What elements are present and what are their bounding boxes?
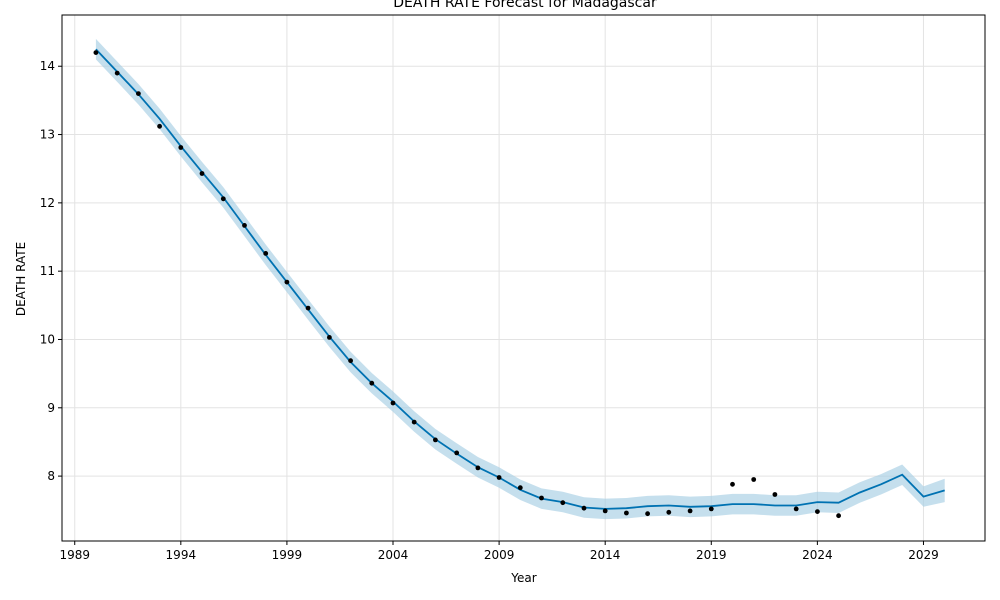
observed-point bbox=[708, 506, 714, 512]
y-tick-label: 11 bbox=[40, 264, 55, 278]
x-tick-label: 2004 bbox=[378, 548, 409, 562]
observed-point bbox=[666, 509, 672, 515]
observed-point bbox=[496, 475, 502, 480]
observed-points-layer bbox=[93, 50, 841, 519]
y-tick-label: 13 bbox=[40, 128, 55, 142]
y-tick-label: 10 bbox=[40, 332, 55, 346]
x-tick-label: 1989 bbox=[59, 548, 90, 562]
observed-point bbox=[305, 305, 311, 311]
observed-point bbox=[327, 335, 332, 340]
observed-point bbox=[348, 358, 353, 364]
observed-point bbox=[114, 70, 120, 76]
observed-point bbox=[751, 477, 757, 482]
observed-point bbox=[178, 145, 184, 150]
x-tick-label: 2029 bbox=[908, 548, 939, 562]
observed-point bbox=[284, 279, 290, 285]
y-axis-ticks: 8 9 10 11 12 13 14 bbox=[40, 59, 62, 483]
x-tick-label: 2014 bbox=[590, 548, 621, 562]
gridlines bbox=[62, 15, 985, 541]
observed-point bbox=[369, 380, 375, 386]
observed-point bbox=[815, 509, 820, 514]
observed-point bbox=[772, 492, 778, 497]
observed-point bbox=[411, 419, 417, 425]
observed-point bbox=[242, 223, 247, 228]
observed-point bbox=[730, 481, 735, 487]
observed-point bbox=[93, 50, 99, 55]
plot-frame bbox=[61, 14, 986, 542]
observed-point bbox=[157, 123, 163, 129]
observed-point bbox=[539, 495, 544, 501]
observed-point bbox=[136, 91, 141, 96]
x-axis-label: Year bbox=[510, 571, 536, 585]
observed-point bbox=[645, 511, 650, 517]
x-tick-label: 2024 bbox=[802, 548, 833, 562]
y-tick-label: 12 bbox=[40, 196, 55, 210]
x-axis-ticks: 1989 1994 1999 2004 2009 2014 2019 2024 2029 bbox=[59, 541, 939, 562]
observed-point bbox=[687, 508, 693, 514]
observed-point bbox=[581, 505, 587, 511]
observed-point bbox=[433, 437, 438, 443]
x-tick-label: 2019 bbox=[696, 548, 727, 562]
observed-point bbox=[390, 400, 396, 406]
observed-point bbox=[517, 485, 523, 491]
y-tick-label: 14 bbox=[40, 59, 55, 73]
chart-title: DEATH RATE Forecast for Madagascar bbox=[393, 0, 657, 11]
observed-point bbox=[602, 508, 608, 514]
observed-point bbox=[454, 450, 460, 456]
x-tick-label: 1999 bbox=[272, 548, 303, 562]
observed-point bbox=[560, 500, 566, 506]
observed-point bbox=[199, 171, 205, 176]
observed-point bbox=[793, 506, 799, 512]
observed-point bbox=[220, 196, 226, 202]
observed-point bbox=[475, 465, 481, 471]
y-axis-label: DEATH RATE bbox=[14, 242, 28, 316]
y-tick-label: 9 bbox=[47, 401, 55, 415]
x-tick-label: 2009 bbox=[484, 548, 515, 562]
observed-point bbox=[624, 510, 629, 516]
observed-point bbox=[263, 251, 269, 256]
observed-point bbox=[836, 513, 841, 519]
y-tick-label: 8 bbox=[47, 469, 55, 483]
x-tick-label: 1994 bbox=[166, 548, 197, 562]
